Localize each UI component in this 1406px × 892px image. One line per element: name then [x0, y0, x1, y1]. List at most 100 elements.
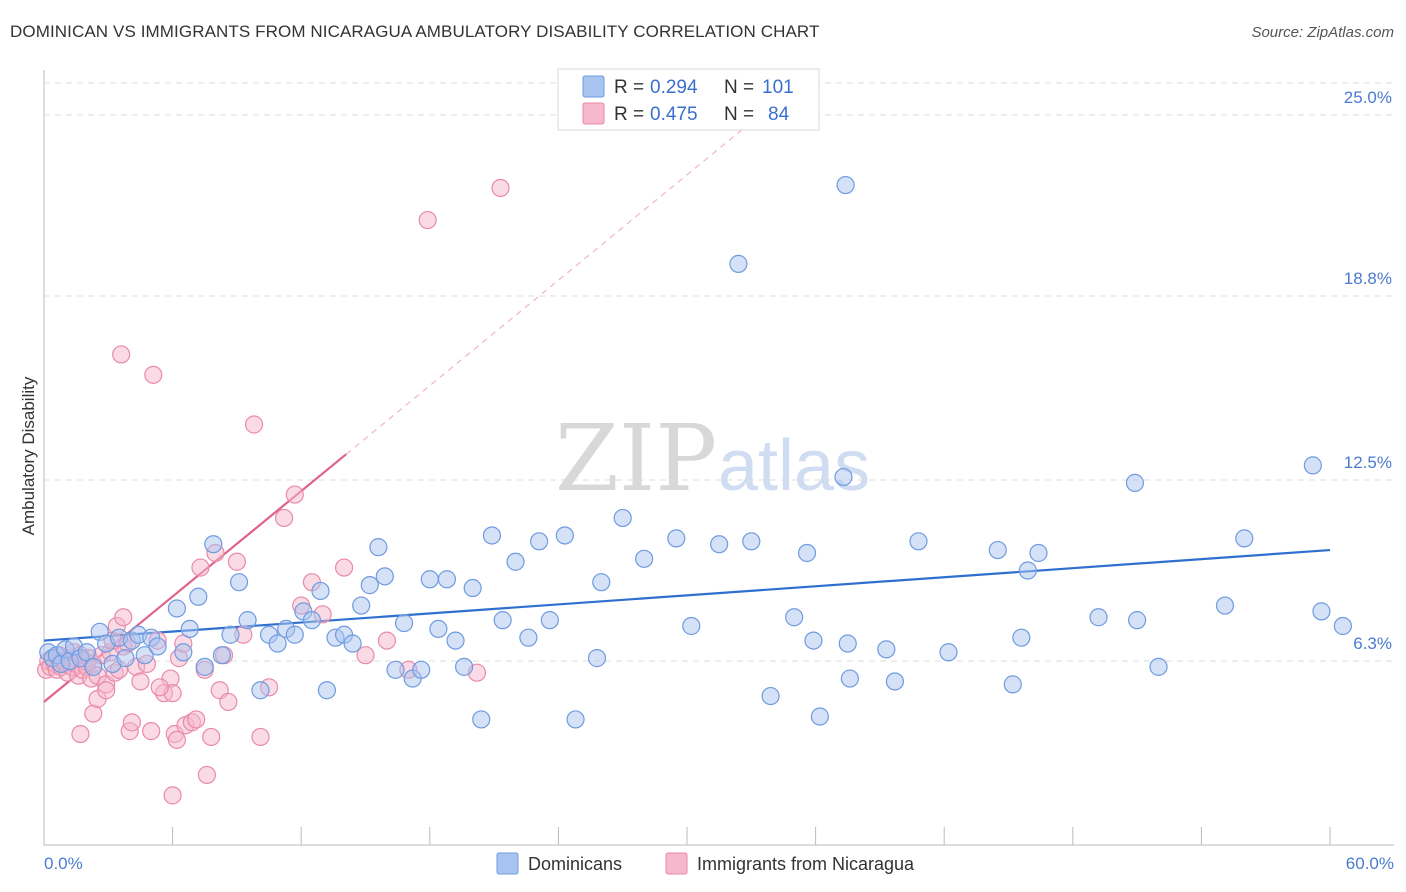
watermark-zip: ZIP [555, 405, 717, 512]
point-dominicans [180, 619, 199, 639]
legend-r-value-blue: 0.294 [650, 77, 698, 98]
point-dominicans [506, 552, 525, 571]
point-nicaragua [150, 678, 169, 697]
point-nicaragua [122, 713, 141, 732]
point-dominicans [810, 707, 829, 726]
trend-line-dominicans [43, 548, 1331, 642]
point-dominicans [212, 646, 231, 665]
point-nicaragua [227, 552, 246, 571]
point-dominicans [785, 608, 804, 627]
point-nicaragua [251, 727, 270, 747]
point-dominicans [834, 467, 853, 487]
point-dominicans [360, 576, 379, 595]
point-dominicans [493, 611, 512, 630]
point-nicaragua [97, 681, 116, 700]
point-dominicans [238, 611, 257, 630]
legend-bottom-swatch-pink [665, 852, 688, 875]
point-dominicans [482, 526, 502, 545]
point-dominicans [742, 532, 761, 551]
point-nicaragua [187, 710, 206, 729]
trend-lines [43, 82, 1331, 703]
point-dominicans [877, 640, 896, 659]
point-dominicans [463, 578, 482, 598]
legend-bottom-label-dominicans: Dominicans [528, 854, 622, 874]
legend-n-label-blue: N = [724, 77, 754, 98]
point-dominicans [446, 631, 465, 650]
point-dominicans [311, 581, 330, 601]
point-dominicans [221, 625, 240, 644]
trend-line-nicaragua-extension [345, 82, 800, 455]
point-nicaragua [285, 485, 304, 504]
point-dominicans [804, 631, 823, 650]
chart-title: DOMINICAN VS IMMIGRANTS FROM NICARAGUA A… [10, 22, 820, 41]
point-nicaragua [418, 210, 437, 230]
point-dominicans [302, 611, 322, 630]
point-dominicans [148, 637, 167, 656]
legend-r-label-pink: R = [614, 104, 644, 125]
point-dominicans [174, 643, 193, 662]
point-dominicans [135, 646, 154, 665]
point-dominicans [939, 643, 958, 662]
point-dominicans [635, 549, 654, 568]
point-dominicans [710, 535, 729, 554]
point-dominicans [667, 529, 686, 548]
point-nicaragua [219, 692, 238, 712]
legend-bottom-swatch-blue [496, 852, 519, 875]
point-dominicans [437, 570, 457, 589]
point-dominicans [375, 567, 394, 586]
point-dominicans [1018, 561, 1037, 580]
point-dominicans [1235, 529, 1254, 548]
point-dominicans [429, 619, 448, 639]
watermark-atlas: atlas [718, 426, 870, 506]
point-nicaragua [202, 727, 221, 747]
point-nicaragua [144, 365, 163, 384]
y-tick-label: 6.3% [1353, 634, 1392, 653]
point-dominicans [1149, 657, 1168, 676]
legend-r-label-blue: R = [614, 77, 644, 98]
point-dominicans [1127, 611, 1147, 630]
point-dominicans [838, 634, 857, 653]
y-tick-labels: 6.3% 12.5% 18.8% 25.0% [1344, 88, 1392, 653]
point-dominicans [1312, 602, 1331, 621]
legend-n-value-pink: 84 [768, 104, 790, 125]
point-dominicans [116, 649, 135, 668]
point-dominicans [317, 681, 337, 700]
legend-n-label-pink: N = [724, 104, 754, 125]
point-dominicans [566, 710, 585, 729]
point-dominicans [1012, 628, 1031, 647]
y-tick-label: 25.0% [1344, 88, 1392, 107]
point-nicaragua [191, 558, 210, 577]
point-nicaragua [167, 730, 186, 749]
legend-n-value-blue: 101 [762, 77, 794, 98]
point-nicaragua [377, 631, 397, 650]
point-nicaragua [356, 646, 375, 665]
point-dominicans [369, 538, 388, 557]
legend-r-value-pink: 0.475 [650, 104, 698, 125]
point-dominicans [909, 532, 928, 551]
legend-swatch-pink [582, 102, 605, 125]
point-dominicans [189, 587, 208, 606]
x-tick-label-max: 60.0% [1346, 854, 1394, 873]
source-label: Source: ZipAtlas.com [1251, 24, 1394, 41]
point-dominicans [1029, 543, 1048, 563]
point-dominicans [530, 532, 549, 551]
point-dominicans [519, 628, 538, 647]
point-nicaragua [274, 508, 294, 528]
point-nicaragua [71, 724, 90, 744]
point-dominicans [412, 660, 431, 679]
point-dominicans [761, 686, 780, 706]
point-nicaragua [131, 672, 150, 691]
point-dominicans [204, 535, 223, 554]
y-axis-label: Ambulatory Disability [19, 376, 38, 535]
point-dominicans [472, 710, 491, 729]
legend-bottom: Dominicans Immigrants from Nicaragua [496, 852, 915, 875]
point-dominicans [1089, 608, 1108, 627]
point-nicaragua [244, 415, 264, 434]
point-dominicans [251, 681, 270, 700]
series-nicaragua-points [37, 178, 510, 805]
legend-bottom-label-nicaragua: Immigrants from Nicaragua [697, 854, 915, 874]
point-dominicans [454, 657, 474, 676]
watermark: ZIP atlas [555, 405, 870, 512]
point-dominicans [587, 649, 607, 668]
